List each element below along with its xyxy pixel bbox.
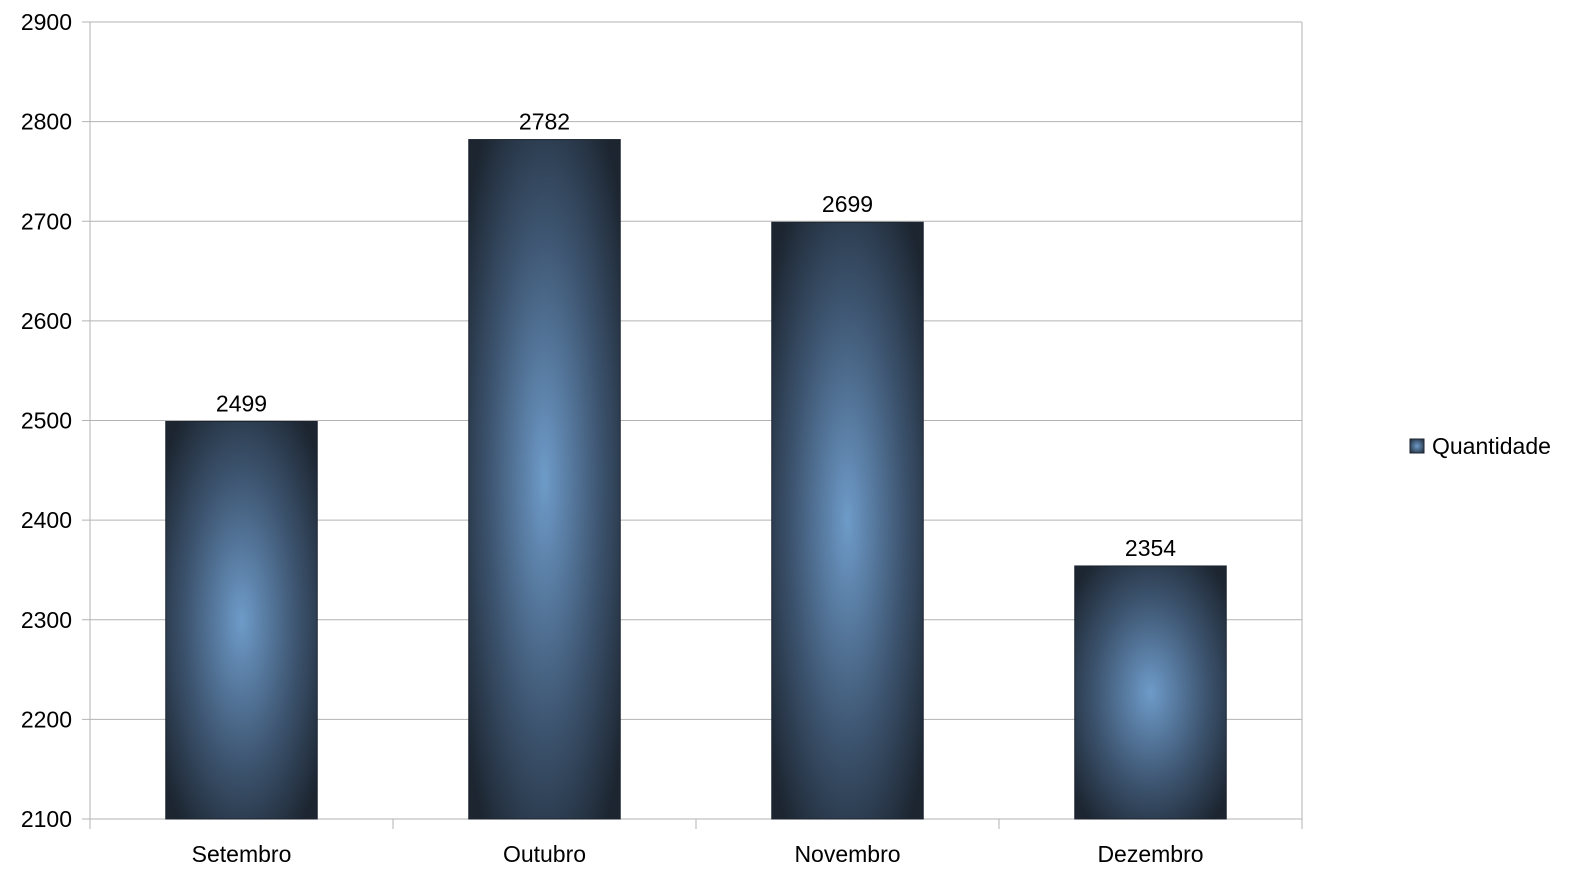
y-tick-label: 2900 (21, 9, 72, 35)
data-label: 2782 (519, 109, 570, 135)
x-tick-label: Dezembro (1097, 841, 1203, 867)
y-tick-label: 2200 (21, 706, 72, 732)
legend-label: Quantidade (1432, 433, 1551, 459)
bar (771, 221, 924, 820)
x-tick-label: Setembro (192, 841, 292, 867)
bar (165, 420, 318, 820)
bar (468, 139, 621, 820)
bar (1074, 565, 1227, 820)
axes: 2100 2200 2300 2400 2500 2600 2700 2800 2900 Sete… (21, 9, 1303, 867)
y-tick-label: 2700 (21, 208, 72, 234)
data-label: 2354 (1125, 535, 1176, 561)
legend: Quantidade (1409, 433, 1551, 459)
y-tick-label: 2300 (21, 607, 72, 633)
bars (165, 139, 1227, 820)
x-tick-label: Outubro (503, 841, 586, 867)
y-tick-label: 2500 (21, 408, 72, 434)
y-tick-label: 2400 (21, 507, 72, 533)
legend-swatch (1409, 438, 1425, 454)
data-labels: 2499 2782 2699 2354 (216, 109, 1176, 561)
y-tick-label: 2800 (21, 109, 72, 135)
y-tick-label: 2100 (21, 806, 72, 832)
x-tick-label: Novembro (794, 841, 900, 867)
y-tick-label: 2600 (21, 308, 72, 334)
data-label: 2699 (822, 191, 873, 217)
data-label: 2499 (216, 390, 267, 416)
